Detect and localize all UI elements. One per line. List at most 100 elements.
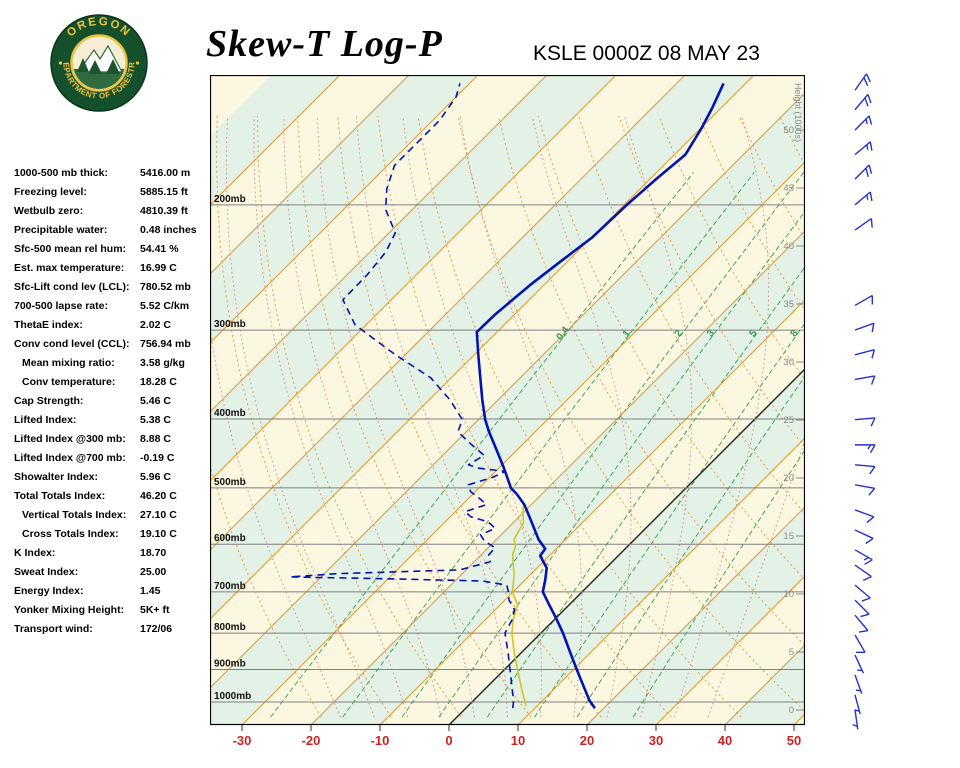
wind-barb-svg [852, 73, 876, 730]
svg-text:-20: -20 [302, 733, 321, 748]
stat-value: 46.20 C [140, 489, 177, 502]
svg-text:500mb: 500mb [214, 477, 246, 488]
stat-row: 1000-500 mb thick: 5416.00 m [14, 163, 212, 182]
svg-text:30: 30 [783, 357, 794, 368]
stat-value: 1.45 [140, 584, 161, 597]
logo-emblem-scene [73, 44, 125, 89]
stat-value: 5.96 C [140, 470, 171, 483]
stat-value: 172/06 [140, 622, 173, 635]
stat-row: Vertical Totals Index: 27.10 C [14, 505, 212, 524]
stat-label: Conv cond level (CCL): [14, 337, 130, 350]
logo-tree-icon [106, 59, 120, 74]
dewpoint-trace [289, 83, 516, 709]
stat-label: Conv temperature: [22, 375, 116, 388]
stat-label: Est. max temperature: [14, 261, 125, 274]
wind-barb-column [805, 60, 960, 750]
stat-label: ThetaE index: [14, 318, 83, 331]
station-time-label: KSLE 0000Z 08 MAY 23 [533, 42, 760, 65]
stat-row: Energy Index: 1.45 [14, 581, 212, 600]
stat-label: Energy Index: [14, 584, 84, 597]
svg-text:35: 35 [783, 299, 794, 310]
svg-text:0: 0 [445, 733, 452, 748]
stat-value: 5K+ ft [140, 603, 170, 616]
logo-dot [58, 61, 63, 65]
stat-row: Precipitable water: 0.48 inches [14, 220, 212, 239]
stat-label: Precipitable water: [14, 223, 108, 236]
stat-value: 0.48 inches [140, 223, 197, 236]
stat-value: 18.28 C [140, 375, 177, 388]
stat-value: 3.58 g/kg [140, 356, 185, 369]
stat-row: ThetaE index: 2.02 C [14, 315, 212, 334]
temperature-trace [475, 82, 725, 709]
stat-value: 8.88 C [140, 432, 171, 445]
stat-label: K Index: [14, 546, 56, 559]
stat-label: Freezing level: [14, 185, 87, 198]
stat-row: Sfc-Lift cond lev (LCL): 780.52 mb [14, 277, 212, 296]
svg-text:30: 30 [649, 733, 663, 748]
chart-border [210, 75, 805, 726]
stat-row: 700-500 lapse rate: 5.52 C/km [14, 296, 212, 315]
stat-row: Sweat Index: 25.00 [14, 562, 212, 581]
stat-label: Cap Strength: [14, 394, 84, 407]
stat-row: Transport wind: 172/06 [14, 619, 212, 638]
svg-text:600mb: 600mb [214, 533, 246, 544]
skewt-chart-svg: 0.4 1 2 3 5 8200mb300mb400mb500mb600mb700mb80… [210, 75, 805, 748]
stat-row: Cap Strength: 5.46 C [14, 391, 212, 410]
stat-value: 54.41 % [140, 242, 179, 255]
stat-row: Yonker Mixing Height: 5K+ ft [14, 600, 212, 619]
svg-text:700mb: 700mb [214, 581, 246, 592]
wind-barbs [852, 73, 876, 730]
svg-text:2: 2 [673, 328, 685, 340]
odf-logo: OREGON DEPARTMENT OF FORESTRY [50, 14, 148, 112]
stat-label: Sweat Index: [14, 565, 79, 578]
stat-label: Wetbulb zero: [14, 204, 84, 217]
stat-value: 19.10 C [140, 527, 177, 540]
logo-tree-icon [88, 60, 102, 74]
svg-text:-30: -30 [233, 733, 252, 748]
pressure-lines: 200mb 300mb 400mb 500mb 600mb 700mb 800mb 900mb… [210, 194, 805, 703]
mixing-ratio-lines [270, 172, 805, 718]
stat-label: Sfc-500 mean rel hum: [14, 242, 127, 255]
stat-row: Lifted Index: 5.38 C [14, 410, 212, 429]
svg-text:0: 0 [789, 705, 794, 716]
page-title: Skew-T Log-P [206, 23, 443, 65]
svg-text:1: 1 [621, 328, 633, 340]
svg-text:Height (1000s): Height (1000s) [793, 83, 803, 142]
stat-label: Vertical Totals Index: [22, 508, 127, 521]
logo-tree-icon [77, 58, 89, 72]
logo-dot [135, 61, 140, 65]
stat-row: Total Totals Index: 46.20 C [14, 486, 212, 505]
stat-value: 780.52 mb [140, 280, 191, 293]
stat-label: 700-500 lapse rate: [14, 299, 108, 312]
svg-text:50: 50 [783, 125, 794, 136]
stat-label: Transport wind: [14, 622, 93, 635]
stat-label: Sfc-Lift cond lev (LCL): [14, 280, 130, 293]
svg-text:50: 50 [787, 733, 801, 748]
stat-label: Total Totals Index: [14, 489, 106, 502]
svg-text:300mb: 300mb [214, 319, 246, 330]
svg-text:1000mb: 1000mb [214, 691, 251, 702]
stat-label: Cross Totals Index: [22, 527, 119, 540]
svg-text:20: 20 [580, 733, 594, 748]
stat-row: Conv cond level (CCL): 756.94 mb [14, 334, 212, 353]
indices-panel: 1000-500 mb thick: 5416.00 m Freezing leve… [14, 163, 212, 638]
svg-text:45: 45 [783, 183, 794, 194]
stat-row: K Index: 18.70 [14, 543, 212, 562]
stat-row: Mean mixing ratio: 3.58 g/kg [14, 353, 212, 372]
svg-text:-10: -10 [371, 733, 390, 748]
stat-label: Mean mixing ratio: [22, 356, 115, 369]
stat-value: 25.00 [140, 565, 167, 578]
svg-text:8: 8 [788, 328, 800, 340]
stat-row: Freezing level: 5885.15 ft [14, 182, 212, 201]
stat-value: 5416.00 m [140, 166, 191, 179]
isotherm-lines [210, 75, 805, 725]
svg-text:20: 20 [783, 473, 794, 484]
stat-label: 1000-500 mb thick: [14, 166, 108, 179]
svg-text:10: 10 [511, 733, 525, 748]
stat-row: Wetbulb zero: 4810.39 ft [14, 201, 212, 220]
stat-row: Cross Totals Index: 19.10 C [14, 524, 212, 543]
stat-label: Lifted Index: [14, 413, 77, 426]
stat-value: 756.94 mb [140, 337, 191, 350]
stat-value: 27.10 C [140, 508, 177, 521]
stat-row: Est. max temperature: 16.99 C [14, 258, 212, 277]
